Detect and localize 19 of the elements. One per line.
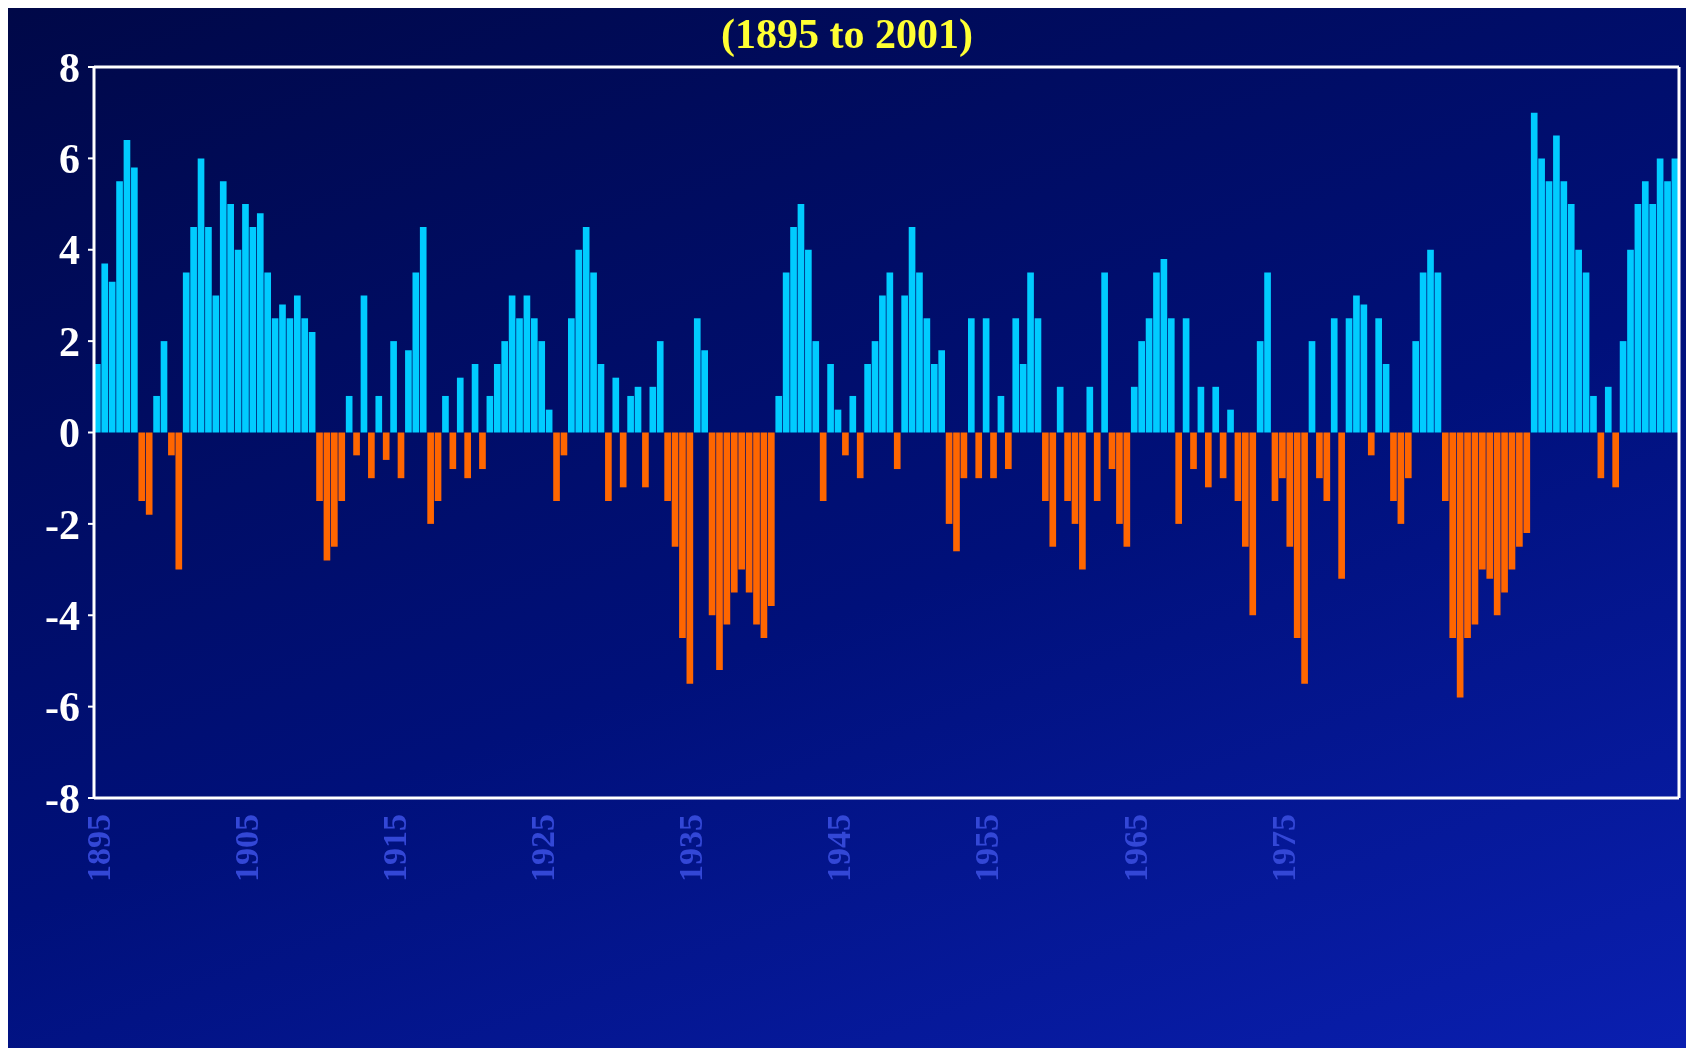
y-tick-label: -6 — [45, 684, 80, 731]
y-tick-label: -4 — [45, 592, 80, 639]
y-tick-label: 8 — [59, 44, 80, 91]
x-tick-label: 1905 — [227, 814, 265, 882]
x-tick-label: 1965 — [1116, 814, 1154, 882]
x-tick-label: 1925 — [524, 814, 561, 882]
y-tick-label: 2 — [59, 318, 80, 365]
y-tick-label: -8 — [45, 775, 80, 822]
x-tick-label: 1915 — [375, 814, 413, 882]
y-tick-label: 6 — [59, 136, 80, 183]
x-tick-label: 1945 — [820, 814, 858, 882]
y-tick-label: 0 — [59, 410, 80, 457]
x-tick-label: 1975 — [1264, 814, 1302, 882]
x-tick-label: 1955 — [968, 814, 1006, 882]
x-tick-label: 1895 — [79, 814, 117, 882]
y-tick-label: -2 — [45, 501, 80, 548]
y-tick-label: 4 — [59, 227, 80, 274]
chart-title: (1895 to 2001) — [721, 11, 973, 57]
x-tick-label: 1935 — [672, 814, 710, 882]
